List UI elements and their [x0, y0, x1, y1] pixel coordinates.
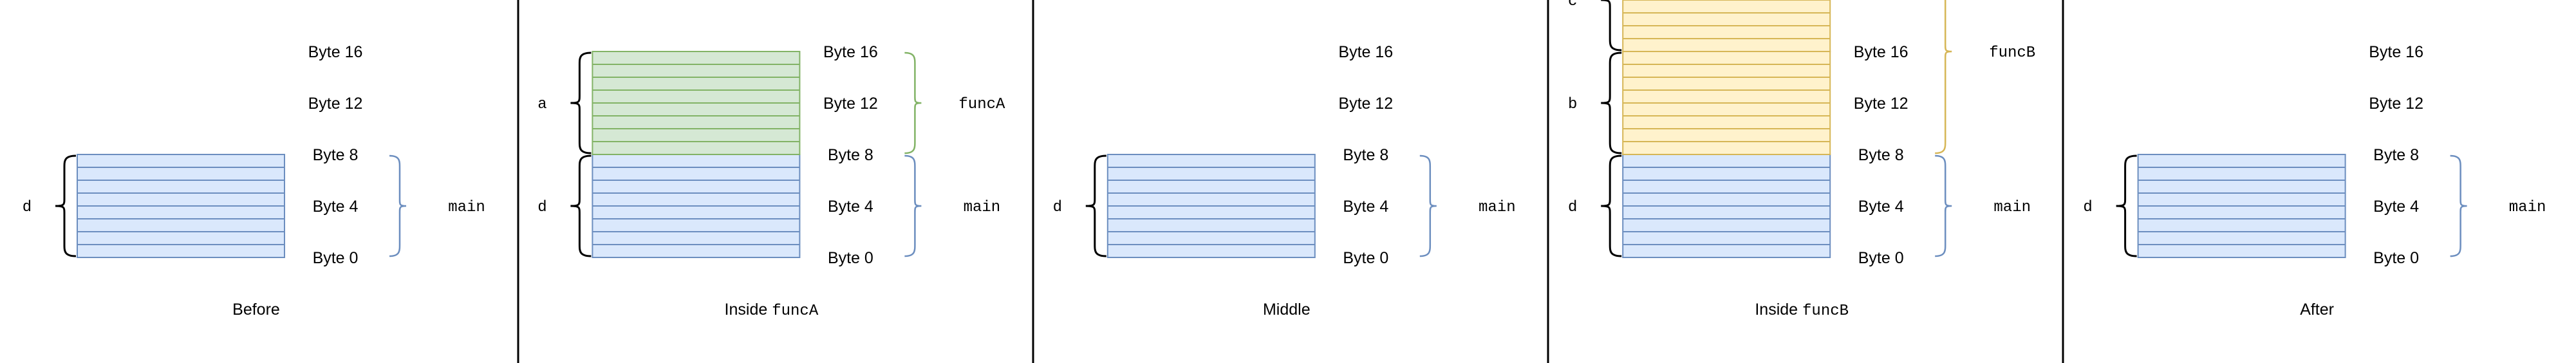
variable-label: a	[537, 96, 546, 113]
frame-funcA: funcA	[904, 51, 1005, 154]
frame-label: funcA	[958, 96, 1005, 113]
frame-main: main	[2450, 154, 2546, 257]
variable-brace	[1601, 154, 1622, 257]
memory-block-b: b	[1568, 51, 1831, 155]
byte-label: Byte 4	[1343, 198, 1388, 216]
variable-label: d	[537, 199, 546, 216]
frame-brace	[389, 154, 407, 257]
frame-label: funcB	[1989, 44, 2035, 62]
memory-block-a: a	[537, 51, 801, 155]
variable-brace	[1601, 51, 1622, 154]
byte-label: Byte 16	[1854, 43, 1909, 61]
panel-caption: After	[2300, 301, 2334, 319]
variable-label: d	[1568, 199, 1577, 216]
variable-brace	[55, 154, 77, 257]
panel-2: Byte 16 Byte 12 Byte 8 Byte 4 Byte 0 d a main fu…	[537, 43, 1005, 320]
variable-brace	[1601, 0, 1622, 51]
variable-brace	[570, 154, 592, 257]
frame-main: main	[1935, 154, 2031, 257]
frame-main: main	[904, 154, 1001, 257]
memory-block-d: d	[537, 154, 801, 258]
memory-block-d: d	[1568, 154, 1831, 258]
caption-function: funcA	[772, 302, 819, 320]
panel-caption: Before	[232, 301, 280, 319]
byte-label: Byte 8	[2373, 146, 2419, 164]
byte-label: Byte 16	[823, 43, 878, 61]
panel-3: Byte 16 Byte 12 Byte 8 Byte 4 Byte 0 d main Mid…	[1053, 43, 1516, 319]
byte-label: Byte 12	[2369, 95, 2423, 113]
variable-label: d	[23, 199, 32, 216]
memory-block-c: c	[1568, 0, 1831, 52]
panel-1: Byte 16 Byte 12 Byte 8 Byte 4 Byte 0 d main Bef…	[23, 43, 485, 319]
byte-label: Byte 4	[828, 198, 873, 216]
frame-brace	[2450, 154, 2467, 257]
byte-label: Byte 8	[313, 146, 359, 164]
memory-block-d: d	[2083, 154, 2346, 258]
frame-label: main	[1479, 199, 1516, 216]
byte-label: Byte 0	[828, 249, 873, 267]
byte-label: Byte 8	[1343, 146, 1388, 164]
byte-label: Byte 8	[1858, 146, 1904, 164]
byte-label: Byte 16	[1338, 43, 1393, 61]
frame-label: main	[1993, 199, 2031, 216]
frame-label: main	[448, 199, 485, 216]
panel-5: Byte 16 Byte 12 Byte 8 Byte 4 Byte 0 d main Aft…	[2083, 43, 2546, 319]
frame-main: main	[389, 154, 485, 257]
byte-label: Byte 0	[1858, 249, 1904, 267]
frame-brace	[1419, 154, 1437, 257]
frame-brace	[904, 51, 922, 154]
byte-label: Byte 8	[828, 146, 873, 164]
byte-label: Byte 16	[2369, 43, 2423, 61]
variable-label: d	[1053, 199, 1062, 216]
variable-brace	[570, 51, 592, 154]
byte-label: Byte 0	[1343, 249, 1388, 267]
byte-label: Byte 16	[308, 43, 363, 61]
frame-label: main	[964, 199, 1001, 216]
byte-label: Byte 12	[308, 95, 363, 113]
frame-main: main	[1419, 154, 1516, 257]
caption-text: After	[2300, 301, 2334, 319]
variable-label: d	[2083, 199, 2092, 216]
byte-label: Byte 4	[2373, 198, 2419, 216]
caption-text: Before	[232, 301, 280, 319]
variable-brace	[1085, 154, 1106, 257]
caption-text: Inside	[1755, 301, 1802, 319]
frame-brace	[1935, 0, 1952, 154]
byte-label: Byte 12	[1338, 95, 1393, 113]
byte-label: Byte 0	[313, 249, 359, 267]
panel-caption: Inside funcB	[1755, 301, 1849, 320]
caption-function: funcB	[1802, 302, 1849, 320]
byte-label: Byte 4	[313, 198, 359, 216]
byte-label: Byte 12	[1854, 95, 1909, 113]
byte-label: Byte 0	[2373, 249, 2419, 267]
frame-brace	[904, 154, 922, 257]
frame-funcB: funcB	[1935, 0, 2035, 154]
memory-block-d: d	[1053, 154, 1316, 258]
panel-4: Byte 16 Byte 12 Byte 8 Byte 4 Byte 0 d b c main f…	[1568, 0, 2035, 320]
frame-label: main	[2509, 199, 2546, 216]
panel-caption: Inside funcA	[725, 301, 819, 320]
caption-text: Inside	[725, 301, 772, 319]
memory-block-d: d	[23, 154, 285, 258]
byte-label: Byte 12	[823, 95, 878, 113]
panel-caption: Middle	[1263, 301, 1311, 319]
variable-label: b	[1568, 96, 1577, 113]
variable-label: c	[1568, 0, 1577, 10]
byte-label: Byte 4	[1858, 198, 1904, 216]
caption-text: Middle	[1263, 301, 1311, 319]
variable-brace	[2116, 154, 2137, 257]
frame-brace	[1935, 154, 1952, 257]
